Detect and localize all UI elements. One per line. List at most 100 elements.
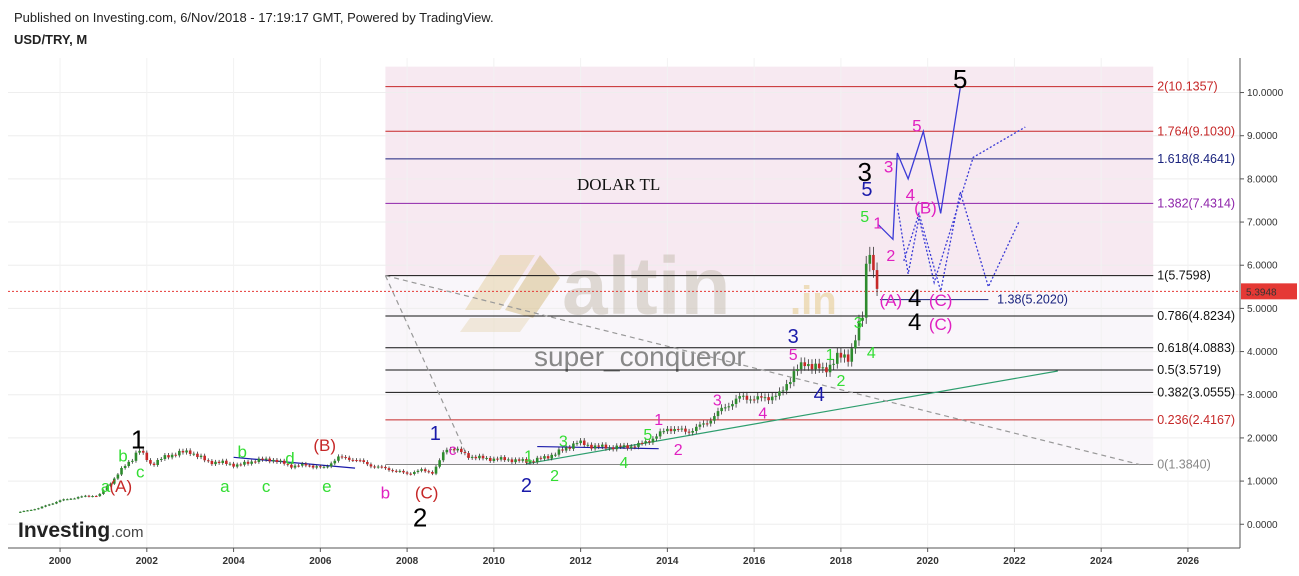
- wave-label: 1: [524, 449, 533, 466]
- wave-label: 2: [550, 468, 559, 485]
- fib-levels: 2(10.1357) 1.764(9.1030) 1.618(8.4641) 1.38…: [8, 80, 1240, 472]
- upper-fib-zone: [385, 66, 1154, 276]
- candle-body: [102, 490, 105, 494]
- candle-body: [854, 340, 857, 349]
- candle-body: [611, 447, 615, 450]
- wave-label: 2: [836, 373, 845, 390]
- candle-body: [626, 445, 629, 449]
- candle-body: [698, 424, 702, 427]
- candle-body: [517, 459, 521, 461]
- candle-body: [843, 354, 846, 358]
- candle-body: [225, 460, 228, 464]
- wave-label: 3: [788, 326, 799, 348]
- wave-label: 5: [789, 347, 798, 364]
- projection-solid: [877, 88, 961, 241]
- candle-body: [713, 416, 716, 421]
- wave-label: 4: [814, 384, 825, 406]
- candle-body: [235, 464, 239, 467]
- wave-label: 4: [867, 345, 876, 362]
- candle-body: [156, 459, 159, 465]
- y-tick-label: 8.0000: [1247, 174, 1278, 185]
- candle-body: [152, 463, 156, 465]
- candle-body: [87, 495, 91, 497]
- candle-body: [91, 496, 94, 498]
- y-axis: 0.0000 1.0000 2.0000 3.0000 4.0000 5.0000 6.00…: [1240, 88, 1284, 531]
- candle-body: [221, 460, 225, 464]
- candle-body: [781, 390, 785, 392]
- candle-body: [159, 458, 163, 460]
- wave-label: 2: [886, 248, 895, 265]
- candle-body: [478, 455, 481, 459]
- candle-body: [817, 363, 821, 369]
- candle-body: [608, 447, 611, 449]
- candle-body: [376, 466, 380, 468]
- candle-body: [178, 450, 181, 456]
- watermark-word: altin: [562, 241, 731, 332]
- candle-body: [409, 473, 413, 475]
- candle-body: [564, 447, 568, 451]
- candle-body: [127, 461, 131, 466]
- x-tick-label: 2004: [222, 556, 245, 567]
- fib-level-label: 0.618(4.0883): [1157, 341, 1235, 355]
- fib-level-label: 0.236(2.4167): [1157, 413, 1235, 427]
- wave-label: 4: [620, 455, 629, 472]
- candle-body: [803, 362, 807, 367]
- candle-body: [351, 459, 355, 461]
- candle-body: [232, 463, 235, 467]
- wave-label: 5: [861, 179, 872, 201]
- candle-body: [282, 460, 286, 464]
- candle-body: [199, 455, 203, 458]
- wave-label: 5: [643, 427, 652, 444]
- candle-body: [810, 364, 814, 370]
- candle-body: [492, 458, 496, 461]
- candle-body: [460, 448, 463, 453]
- candle-body: [188, 450, 192, 454]
- x-tick-label: 2018: [830, 556, 853, 567]
- candle-body: [629, 446, 633, 449]
- candle-body: [355, 460, 358, 462]
- candle-body: [402, 470, 405, 473]
- candle-body: [58, 500, 62, 502]
- candle-body: [362, 460, 366, 462]
- candle-body: [333, 460, 337, 464]
- y-tick-label: 6.0000: [1247, 261, 1278, 272]
- fib-level-label: 1.382(7.4314): [1157, 196, 1235, 210]
- candle-body: [51, 503, 55, 505]
- candle-body: [105, 486, 109, 491]
- candle-body: [315, 466, 319, 468]
- wave-label: c: [262, 477, 271, 496]
- candle-body: [770, 396, 774, 401]
- candle-body: [868, 254, 872, 264]
- candle-body: [84, 495, 87, 497]
- wave-label: a: [101, 477, 111, 496]
- trendline: [384, 275, 469, 458]
- candle-body: [80, 496, 84, 498]
- candle-body: [648, 441, 651, 443]
- candle-body: [347, 457, 351, 460]
- candle-body: [149, 460, 152, 464]
- wave-label: (C): [929, 315, 953, 334]
- candle-body: [174, 454, 178, 456]
- candle-body: [253, 461, 257, 463]
- candle-body: [416, 470, 420, 473]
- wave-label: 3: [858, 157, 872, 187]
- candle-body: [832, 363, 835, 365]
- candle-body: [745, 395, 749, 400]
- wave-label: c: [136, 463, 145, 482]
- candle-body: [373, 466, 376, 468]
- candle-body: [792, 371, 796, 383]
- wave-label: 2: [674, 442, 683, 459]
- wave-label: b: [381, 483, 390, 502]
- candle-body: [622, 445, 626, 447]
- x-tick-label: 2000: [49, 556, 72, 567]
- fib-level-label: 1(5.7598): [1157, 269, 1211, 283]
- candle-body: [55, 501, 58, 504]
- current-price-label: 5.3948: [1246, 287, 1277, 298]
- candle-body: [340, 456, 344, 458]
- candle-body: [423, 469, 427, 472]
- candle-body: [37, 508, 40, 510]
- candle-body: [774, 395, 778, 397]
- wave-label: 4: [908, 285, 921, 312]
- candle-body: [94, 496, 98, 498]
